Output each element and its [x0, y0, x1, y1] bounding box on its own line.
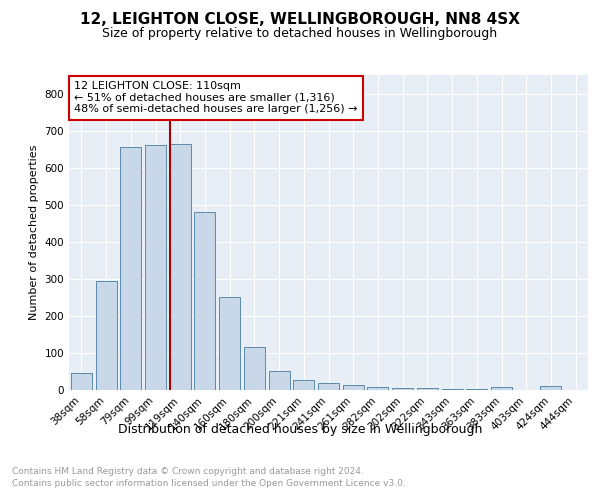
Bar — [170, 144, 191, 390]
Text: Size of property relative to detached houses in Wellingborough: Size of property relative to detached ho… — [103, 28, 497, 40]
Bar — [95, 280, 116, 390]
Text: 12, LEIGHTON CLOSE, WELLINGBOROUGH, NN8 4SX: 12, LEIGHTON CLOSE, WELLINGBOROUGH, NN8 … — [80, 12, 520, 28]
Bar — [244, 348, 265, 390]
Bar — [194, 212, 215, 390]
Bar — [318, 384, 339, 390]
Bar — [71, 374, 92, 390]
Bar — [392, 388, 413, 390]
Text: Distribution of detached houses by size in Wellingborough: Distribution of detached houses by size … — [118, 422, 482, 436]
Bar — [293, 380, 314, 390]
Text: Contains HM Land Registry data © Crown copyright and database right 2024.
Contai: Contains HM Land Registry data © Crown c… — [12, 468, 406, 488]
Bar — [466, 389, 487, 390]
Y-axis label: Number of detached properties: Number of detached properties — [29, 145, 39, 320]
Bar — [417, 388, 438, 390]
Bar — [219, 296, 240, 390]
Bar — [269, 370, 290, 390]
Bar — [367, 387, 388, 390]
Bar — [145, 146, 166, 390]
Bar — [442, 389, 463, 390]
Bar — [120, 148, 141, 390]
Bar — [491, 387, 512, 390]
Bar — [343, 385, 364, 390]
Bar — [541, 386, 562, 390]
Text: 12 LEIGHTON CLOSE: 110sqm
← 51% of detached houses are smaller (1,316)
48% of se: 12 LEIGHTON CLOSE: 110sqm ← 51% of detac… — [74, 82, 358, 114]
